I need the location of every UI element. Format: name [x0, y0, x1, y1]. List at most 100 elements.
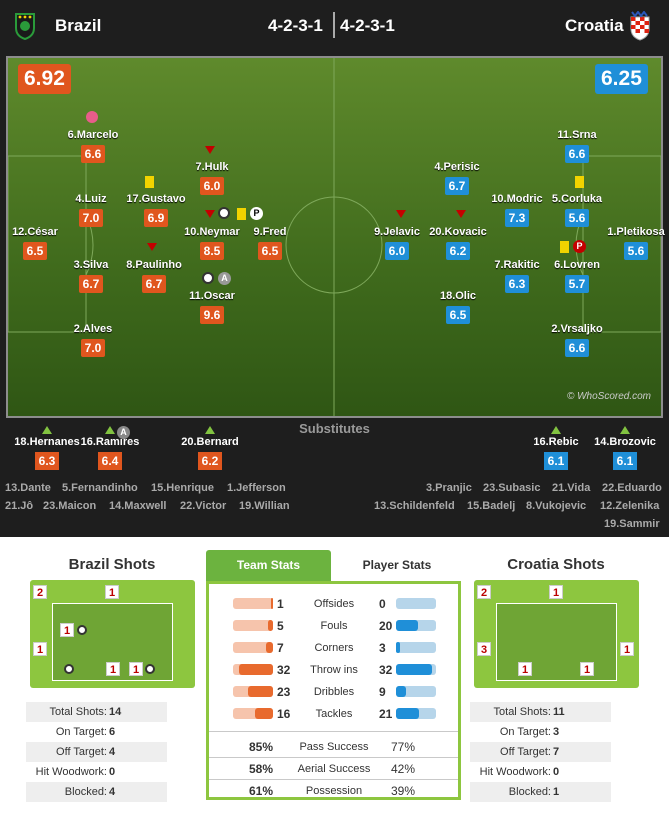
sub-rebic[interactable]: 16.Rebic 6.1: [511, 426, 601, 470]
bench-player[interactable]: 3.Pranjic: [426, 482, 472, 494]
team-stats-box: 1 Offsides 0 5 Fouls 20 7 Corners 3 32 Throw ins 32…: [206, 581, 461, 800]
sub-brozovic[interactable]: 14.Brozovic 6.1: [580, 426, 669, 470]
player-gustavo[interactable]: 17.Gustavo 6.9: [126, 193, 186, 227]
bench-player[interactable]: 23.Subasic: [483, 482, 541, 494]
bench-player[interactable]: 15.Badelj: [467, 500, 516, 512]
sub-off-arrow-icon: [147, 243, 157, 251]
player-vrsaljko[interactable]: 2.Vrsaljko 6.6: [551, 323, 603, 357]
bench-player[interactable]: 21.Jô: [5, 500, 34, 512]
player-neymar[interactable]: 10.Neymar 8.5: [184, 226, 240, 260]
bench-player[interactable]: 15.Henrique: [151, 482, 214, 494]
home-stat-bar: [233, 620, 273, 631]
player-pletikosa[interactable]: 1.Pletikosa 5.6: [607, 226, 665, 260]
home-shots-title: Brazil Shots: [68, 556, 156, 573]
away-stat-value: 21: [379, 707, 393, 721]
player-silva[interactable]: 3.Silva 6.7: [73, 259, 109, 293]
stats-panel: Team Stats Player Stats 1 Offsides 0 5 Fouls…: [206, 550, 461, 800]
away-stat-bar: [396, 642, 436, 653]
stat-row: 5 Fouls 20: [209, 615, 458, 637]
bench-player[interactable]: 22.Victor: [180, 500, 227, 512]
away-stat-fill: [396, 664, 432, 675]
stat-label: Throw ins: [310, 664, 358, 676]
goal-ball-icon: [77, 625, 87, 635]
stat-row-pct: 58% Aerial Success 42%: [249, 762, 416, 776]
tab-team-stats[interactable]: Team Stats: [206, 550, 331, 581]
home-shots-summary: Total Shots: 14 On Target: 6 Off Target: 4 …: [26, 702, 167, 802]
bench-player[interactable]: 13.Schildenfeld: [374, 500, 455, 512]
substitutes-title: Substitutes: [299, 421, 370, 436]
shots-row: Hit Woodwork: 0: [35, 766, 116, 778]
bench-player[interactable]: 22.Eduardo: [602, 482, 662, 494]
player-luiz[interactable]: 4.Luiz 7.0: [75, 193, 107, 227]
sub-ramires[interactable]: 16.Ramires 6.4: [65, 426, 155, 470]
player-rakitic[interactable]: 7.Rakitic 6.3: [494, 259, 540, 293]
sub-on-arrow-icon: [105, 426, 115, 434]
bench-player[interactable]: 21.Vida: [552, 482, 591, 494]
home-team-name[interactable]: Brazil: [55, 16, 102, 35]
goal-ball-icon: [145, 664, 155, 674]
goal-ball-icon: [64, 664, 74, 674]
away-team-name[interactable]: Croatia: [565, 16, 624, 35]
player-olic[interactable]: 18.Olic 6.5: [439, 290, 477, 324]
bench-player[interactable]: 19.Sammir: [604, 518, 660, 530]
home-stat-value: 23: [277, 685, 291, 699]
sub-off-arrow-icon: [396, 210, 406, 218]
yellow-card-icon: [575, 176, 584, 188]
goal-ball-icon: [218, 207, 230, 219]
bench-player[interactable]: 14.Maxwell: [109, 500, 167, 512]
bench-player[interactable]: 19.Willian: [239, 500, 290, 512]
away-stat-value: 32: [379, 663, 393, 677]
away-shots-title: Croatia Shots: [507, 556, 605, 573]
player-cesar[interactable]: 12.César 6.5: [12, 226, 58, 260]
sub-hernanes[interactable]: 18.Hernanes 6.3: [2, 426, 92, 470]
bench-player[interactable]: 1.Jefferson: [227, 482, 286, 494]
stat-row: 16 Tackles 21: [209, 703, 458, 725]
player-oscar[interactable]: 11.Oscar 9.6: [189, 290, 235, 324]
away-shots-summary: Total Shots: 11 On Target: 3 Off Target: 7 …: [470, 702, 611, 802]
home-team-rating: 6.92: [18, 64, 71, 94]
away-stat-bar: [396, 598, 436, 609]
home-stat-fill: [271, 598, 273, 609]
shots-row: Off Target: 7: [500, 746, 560, 758]
away-stat-bar: [396, 686, 436, 697]
home-stat-bar: [233, 642, 273, 653]
bench-player[interactable]: 23.Maicon: [43, 500, 97, 512]
bench-player[interactable]: 8.Vukojevic: [526, 500, 587, 512]
shots-row: On Target: 3: [499, 726, 560, 738]
penalty-icon: P: [250, 207, 263, 220]
stat-row: 23 Dribbles 9: [209, 681, 458, 703]
player-kovacic[interactable]: 20.Kovacic 6.2: [429, 226, 487, 260]
stat-row: 7 Corners 3: [209, 637, 458, 659]
shots-row: Total Shots: 14: [49, 706, 122, 718]
match-panel: Brazil 4-2-3-1 4-2-3-1 Croatia 6.92 6.25…: [0, 0, 669, 537]
player-alves[interactable]: 2.Alves 7.0: [73, 323, 113, 357]
stat-label: Dribbles: [313, 686, 355, 698]
away-stat-fill: [396, 708, 419, 719]
home-stat-bar: [233, 664, 273, 675]
player-srna[interactable]: 11.Srna 6.6: [557, 129, 597, 163]
home-stat-value: 32: [277, 663, 291, 677]
yellow-card-icon: [237, 208, 246, 220]
player-jelavic[interactable]: 9.Jelavic 6.0: [374, 226, 420, 260]
pitch: 6.92 6.25 12.César 6.5 6.Marcelo 6.6 4.Lui…: [6, 56, 665, 418]
tab-player-stats[interactable]: Player Stats: [362, 558, 432, 572]
shots-row: Off Target: 4: [56, 746, 116, 758]
away-stat-bar: [396, 708, 436, 719]
sub-bernard[interactable]: 20.Bernard 6.2: [165, 426, 255, 470]
bench-player[interactable]: 5.Fernandinho: [62, 482, 138, 494]
player-modric[interactable]: 10.Modric 7.3: [491, 193, 543, 227]
player-hulk[interactable]: 7.Hulk 6.0: [195, 161, 229, 195]
player-lovren[interactable]: 6.Lovren 5.7: [554, 259, 600, 293]
player-perisic[interactable]: 4.Perisic 6.7: [434, 161, 480, 195]
player-marcelo[interactable]: 6.Marcelo 6.6: [67, 129, 119, 163]
bench-player[interactable]: 13.Dante: [5, 482, 51, 494]
sub-off-arrow-icon: [205, 210, 215, 218]
player-paulinho[interactable]: 8.Paulinho 6.7: [126, 259, 182, 293]
bench-player[interactable]: 12.Zelenika: [600, 500, 660, 512]
home-stat-bar: [233, 708, 273, 719]
stat-label: Fouls: [320, 620, 348, 632]
shots-row: On Target: 6: [55, 726, 116, 738]
player-fred[interactable]: 9.Fred 6.5: [253, 226, 287, 260]
home-stat-value: 5: [277, 619, 284, 633]
player-corluka[interactable]: 5.Corluka 5.6: [551, 193, 603, 227]
